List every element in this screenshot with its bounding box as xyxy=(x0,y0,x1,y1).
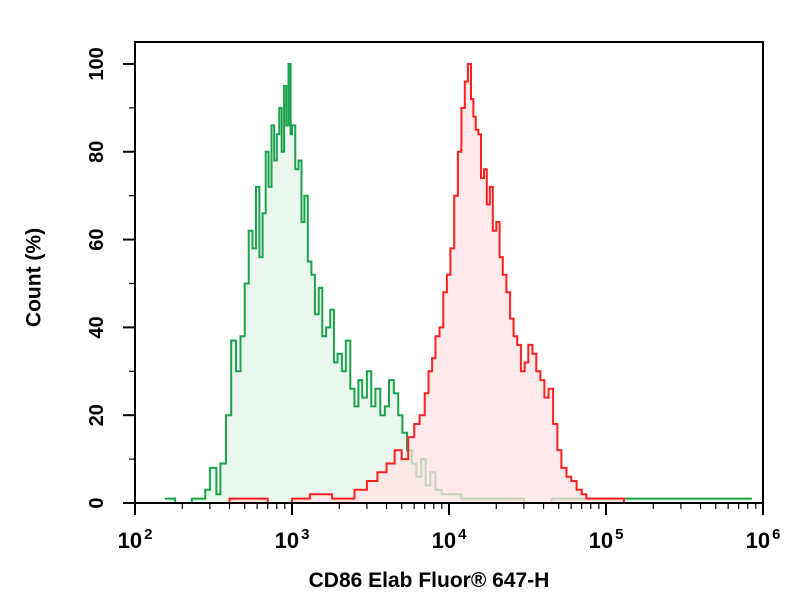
y-tick-label: 100 xyxy=(86,47,108,80)
y-tick-label: 40 xyxy=(86,316,108,338)
y-tick-label: 60 xyxy=(86,228,108,250)
x-axis-title: CD86 Elab Fluor® 647-H xyxy=(309,569,550,592)
x-tick-label: 10 4 xyxy=(432,526,467,553)
x-tick-label: 10 2 xyxy=(118,526,153,553)
y-tick-label: 80 xyxy=(86,141,108,163)
x-tick-label: 10 6 xyxy=(746,526,781,553)
x-tick-label: 10 3 xyxy=(275,526,310,553)
y-tick-label: 0 xyxy=(86,497,108,508)
x-tick-label: 10 5 xyxy=(589,526,624,553)
ticks-layer: 10 2 10 3 10 4 10 5 10 6 0 20 40 60 80 100 xyxy=(86,47,780,553)
y-axis-title: Count (%) xyxy=(23,228,46,327)
series-layer xyxy=(164,63,752,504)
series-2-fill xyxy=(197,64,624,503)
y-tick-label: 20 xyxy=(86,404,108,426)
series-1-fill xyxy=(164,64,752,503)
series-2-line xyxy=(197,63,625,504)
